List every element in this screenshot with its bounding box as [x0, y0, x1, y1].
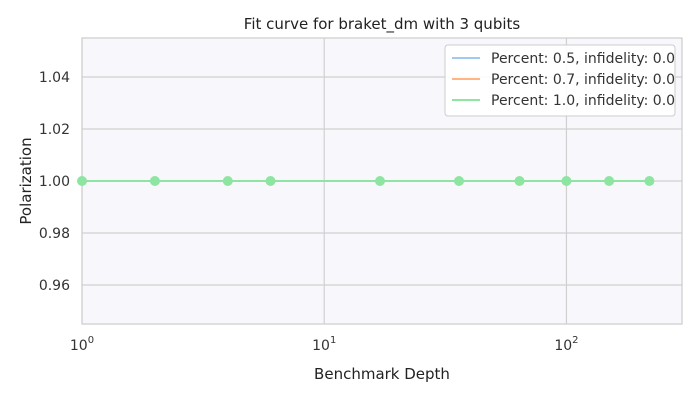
y-axis-label: Polarization — [17, 137, 35, 224]
legend-box — [444, 44, 676, 117]
y-tick-label: 0.96 — [39, 278, 70, 294]
data-point — [149, 176, 160, 186]
data-point — [604, 176, 615, 186]
legend: Percent: 0.5, infidelity: 0.0 Percent: 0… — [444, 44, 676, 117]
x-axis-label: Benchmark Depth — [314, 365, 450, 383]
legend-label-2: Percent: 1.0, infidelity: 0.0 — [491, 93, 675, 109]
y-tick-label: 1.02 — [39, 122, 70, 138]
x-tick-label: 101 — [312, 335, 336, 354]
x-tick-exponent: 2 — [572, 335, 578, 346]
data-point — [514, 176, 525, 186]
data-point — [222, 176, 233, 186]
x-tick-exponent: 0 — [88, 335, 94, 346]
data-point — [561, 176, 572, 186]
x-tick-base: 10 — [70, 338, 88, 354]
data-point — [265, 176, 276, 186]
x-tick-base: 10 — [554, 338, 572, 354]
y-tick-label: 1.00 — [39, 174, 70, 190]
x-tick-exponent: 1 — [330, 335, 336, 346]
data-point — [375, 176, 385, 186]
data-point — [77, 176, 87, 186]
data-point — [454, 176, 464, 186]
x-tick-base: 10 — [312, 338, 330, 354]
series-group — [77, 176, 655, 186]
x-tick-label: 102 — [554, 335, 578, 354]
x-tick-label: 100 — [70, 335, 94, 354]
y-tick-label: 1.04 — [39, 70, 70, 86]
y-tick-label: 0.98 — [39, 226, 70, 242]
chart-title: Fit curve for braket_dm with 3 qubits — [244, 15, 521, 34]
legend-label-1: Percent: 0.7, infidelity: 0.0 — [491, 72, 675, 88]
data-point — [644, 176, 655, 186]
legend-label-0: Percent: 0.5, infidelity: 0.0 — [491, 51, 675, 67]
